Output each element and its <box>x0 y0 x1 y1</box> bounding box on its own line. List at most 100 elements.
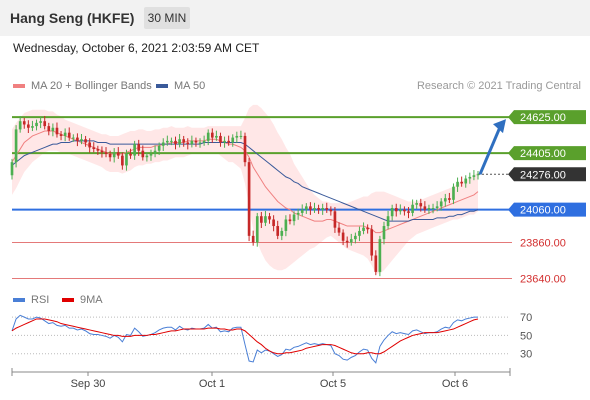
legend-9ma-swatch <box>62 298 74 303</box>
candle-body <box>194 140 198 143</box>
candle-body <box>366 227 369 230</box>
candle-body <box>47 126 51 132</box>
candle-body <box>223 140 226 143</box>
candle-body <box>378 239 382 272</box>
candle-body <box>80 139 83 141</box>
candle-body <box>264 216 267 223</box>
candle-body <box>300 209 304 213</box>
candle-body <box>255 216 259 243</box>
candle-body <box>284 219 288 231</box>
candle-body <box>247 162 251 236</box>
candle-body <box>464 178 468 184</box>
rsi-tick-label: 30 <box>520 349 532 361</box>
candle-body <box>321 208 324 210</box>
legend-rsi-label: RSI <box>31 294 50 306</box>
candle-body <box>292 214 296 222</box>
candle-body <box>431 208 435 210</box>
candle-body <box>27 124 30 128</box>
candle-body <box>190 140 194 145</box>
candle-body <box>280 230 284 236</box>
instrument-title: Hang Seng (HKFE) <box>10 10 135 26</box>
candle-body <box>317 208 320 210</box>
candle-body <box>161 142 165 146</box>
level-label-last: 24276.00 <box>520 169 566 181</box>
candle-body <box>448 198 451 200</box>
candle-body <box>71 137 75 139</box>
candle-body <box>104 152 108 154</box>
candle-body <box>419 203 423 207</box>
candle-body <box>276 226 280 236</box>
credit-text: Research © 2021 Trading Central <box>416 80 581 92</box>
candle-body <box>186 142 190 145</box>
candle-body <box>386 216 390 227</box>
candle-body <box>333 211 337 228</box>
candle-body <box>39 121 42 123</box>
candle-body <box>251 235 255 243</box>
candle-body <box>96 149 100 151</box>
candle-body <box>18 121 22 130</box>
candle-body <box>313 208 316 210</box>
candle-body <box>145 155 149 158</box>
candle-body <box>67 132 71 138</box>
level-label-resistance: 24405.00 <box>520 148 566 160</box>
x-axis-label: Sep 30 <box>71 378 106 390</box>
candle-body <box>435 206 439 209</box>
candle-body <box>100 150 104 153</box>
level-tag-last <box>508 167 586 182</box>
candle-body <box>329 209 333 212</box>
candle-body <box>129 153 132 156</box>
candle-body <box>427 208 431 210</box>
candle-body <box>460 181 463 184</box>
candle-body <box>243 135 247 163</box>
candle-body <box>476 174 480 176</box>
candle-body <box>153 150 157 154</box>
level-label-support: 23640.00 <box>520 273 566 285</box>
candle-body <box>260 216 263 223</box>
candle-body <box>304 206 308 210</box>
candle-body <box>10 162 14 176</box>
candle-body <box>174 140 177 145</box>
candle-body <box>358 230 361 236</box>
candle-body <box>296 212 300 215</box>
candle-body <box>14 129 18 163</box>
candle-body <box>354 235 357 240</box>
legend-ma20-label: MA 20 + Bollinger Bands <box>31 80 152 92</box>
candle-body <box>166 140 169 143</box>
candle-body <box>374 255 378 272</box>
candle-body <box>198 142 202 144</box>
candle-body <box>141 150 145 158</box>
candle-body <box>443 198 447 202</box>
header-bar: Hang Seng (HKFE) 30 MIN <box>0 0 590 36</box>
level-tag-pivot <box>508 202 586 217</box>
candle-body <box>206 132 210 141</box>
candle-body <box>22 121 26 125</box>
candle-body <box>288 219 292 222</box>
candle-body <box>235 135 239 138</box>
candle-body <box>55 127 59 135</box>
candle-body <box>88 142 91 148</box>
rsi-tick-label: 70 <box>520 312 532 324</box>
candle-body <box>51 127 55 132</box>
legend-ma50-swatch <box>156 84 168 89</box>
candle-body <box>137 144 141 151</box>
candle-body <box>31 126 34 128</box>
candle-body <box>59 134 63 136</box>
candle-body <box>370 229 374 256</box>
candle-body <box>215 135 218 138</box>
candle-body <box>84 139 87 143</box>
candle-body <box>382 226 386 240</box>
rsi-tick-label: 50 <box>520 330 532 342</box>
legend-9ma-label: 9MA <box>80 294 103 306</box>
legend-rsi: RSI <box>13 294 49 306</box>
candle-body <box>125 153 128 166</box>
candle-body <box>407 211 410 213</box>
candle-body <box>423 206 427 210</box>
legend-rsi-swatch <box>13 298 25 303</box>
level-tag-resistance <box>508 146 586 161</box>
timeframe-button[interactable]: 30 MIN <box>144 7 190 29</box>
candle-body <box>239 135 243 137</box>
rsi-line <box>11 314 478 364</box>
candle-body <box>227 140 230 143</box>
candle-body <box>149 153 153 156</box>
